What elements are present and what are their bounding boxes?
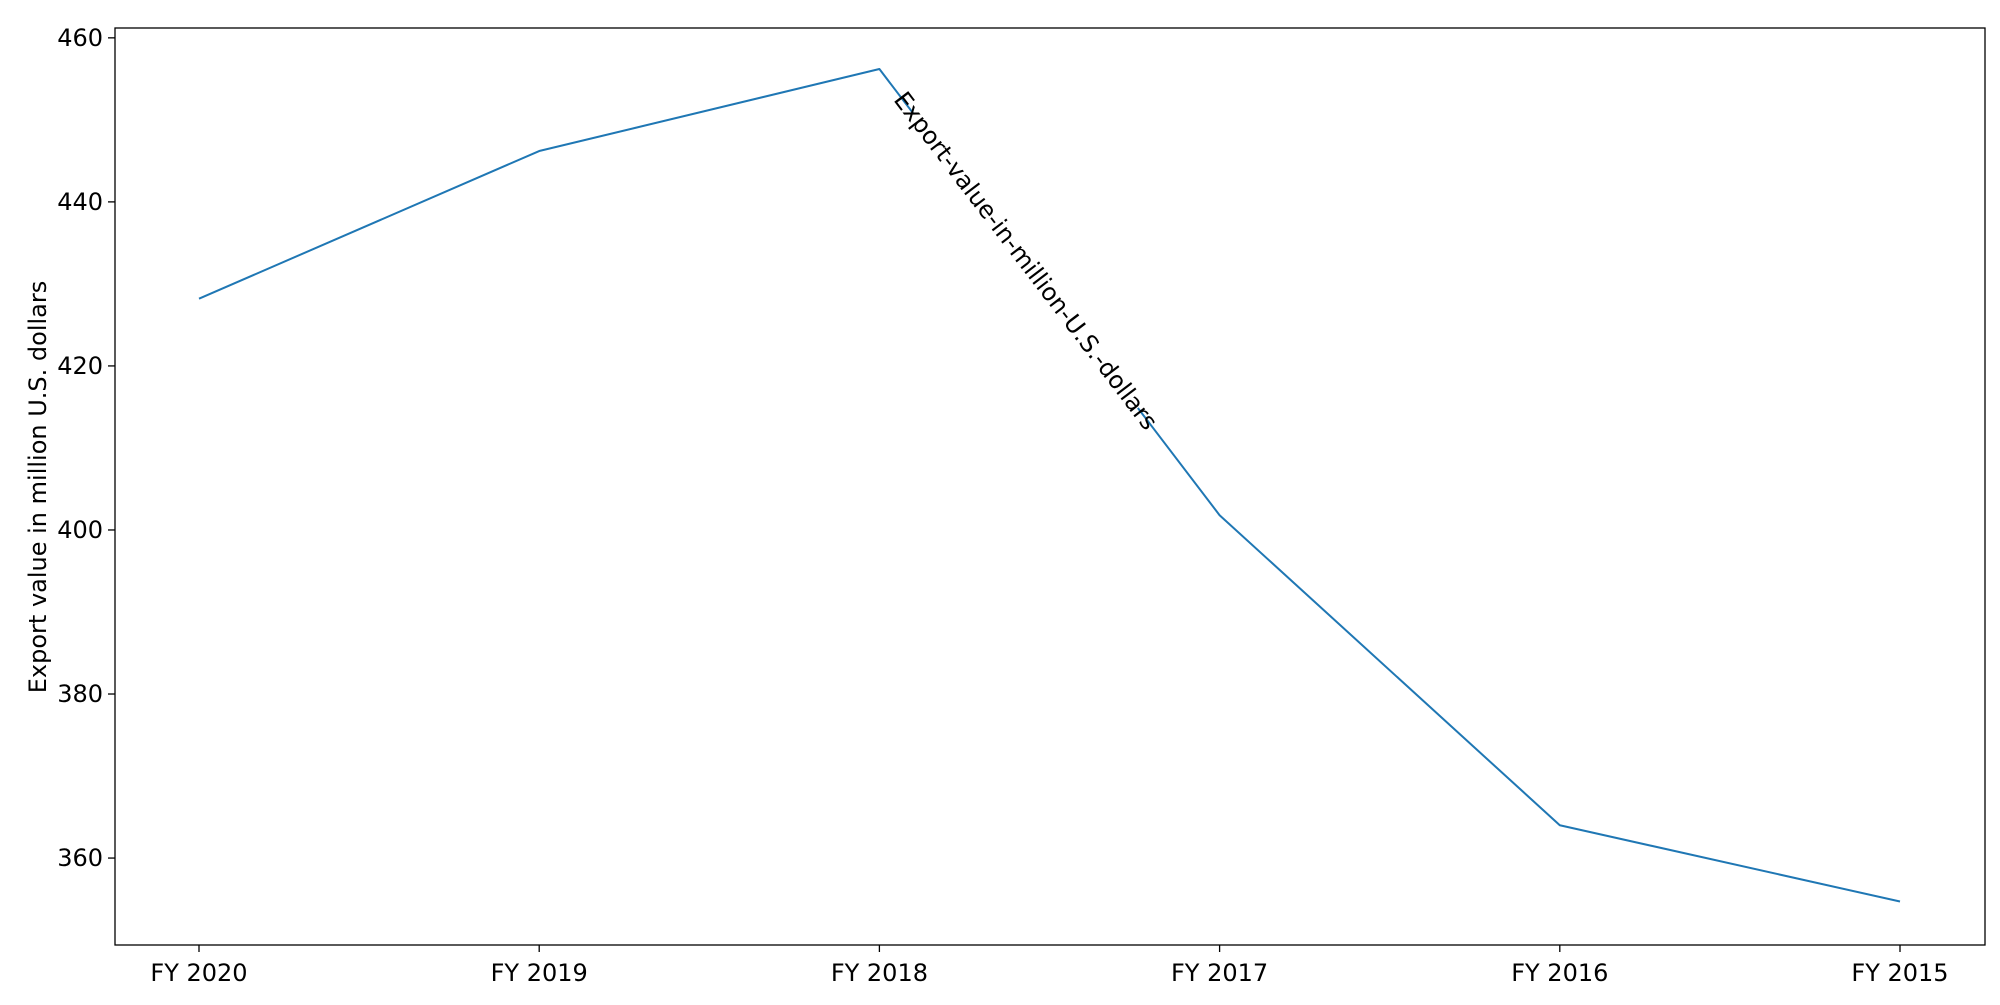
y-tick-label: 400 bbox=[57, 516, 103, 544]
x-tick-label: FY 2019 bbox=[491, 959, 588, 987]
x-tick-label: FY 2016 bbox=[1511, 959, 1608, 987]
x-axis: FY 2020 FY 2019 FY 2018 FY 2017 FY 2016 FY 20… bbox=[150, 945, 1949, 987]
y-tick-label: 420 bbox=[57, 352, 103, 380]
y-tick-label: 460 bbox=[57, 24, 103, 52]
x-tick-label: FY 2020 bbox=[150, 959, 247, 987]
series-label-gap bbox=[902, 105, 1149, 417]
y-tick-label: 440 bbox=[57, 188, 103, 216]
plot-area bbox=[114, 27, 1986, 946]
x-tick-label: FY 2015 bbox=[1851, 959, 1948, 987]
x-tick-label: FY 2017 bbox=[1171, 959, 1268, 987]
x-tick-label: FY 2018 bbox=[831, 959, 928, 987]
y-axis: 360 380 400 420 440 460 bbox=[57, 24, 115, 872]
y-tick-label: 360 bbox=[57, 844, 103, 872]
series-layer bbox=[198, 68, 1901, 903]
y-tick-label: 380 bbox=[57, 680, 103, 708]
y-axis-label: Export value in million U.S. dollars bbox=[24, 281, 52, 693]
